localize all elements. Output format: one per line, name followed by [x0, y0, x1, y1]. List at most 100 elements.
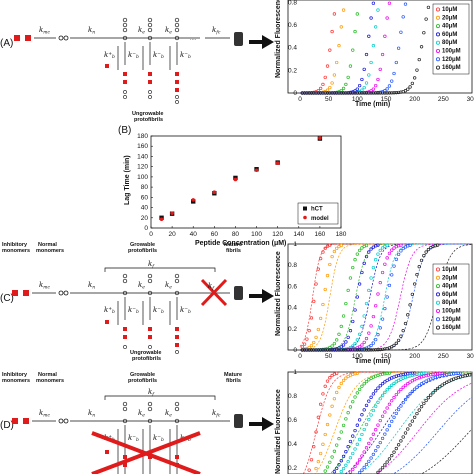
fluor-marker: [307, 329, 311, 333]
model-point: [170, 211, 174, 215]
fluor-marker: [429, 393, 433, 397]
fluor-marker: [332, 73, 337, 77]
fluor-marker: [390, 345, 394, 349]
fluor-marker: [335, 338, 339, 342]
legend-label: 100μM: [442, 309, 461, 315]
fluor-marker: [362, 427, 366, 432]
fluor-marker: [378, 326, 382, 330]
fluor-marker: [396, 46, 401, 50]
fluor-marker: [385, 428, 389, 432]
chart-b-xtick: 80: [232, 231, 240, 238]
fluor-marker: [332, 249, 337, 254]
fluor-marker: [309, 458, 314, 462]
model-point: [318, 136, 322, 140]
fluor-ytick: 0.2: [288, 326, 297, 333]
fluor-marker: [348, 64, 353, 68]
chart-b-ytick: 180: [137, 133, 148, 140]
legend-label: 160μM: [442, 65, 461, 71]
fluor-marker: [321, 302, 325, 307]
plot-a-xlabel: Time (min): [355, 101, 390, 108]
fluor-marker: [314, 466, 318, 471]
fluor-marker: [346, 335, 350, 340]
fluor-marker: [355, 423, 359, 427]
fluor-marker: [323, 432, 327, 437]
fluor-marker: [316, 267, 320, 271]
legend-marker: [435, 317, 440, 322]
fluor-marker: [403, 89, 408, 93]
legend-marker: [435, 24, 440, 29]
svg-text:monomers: monomers: [2, 248, 30, 254]
fluor-marker: [337, 436, 341, 441]
svg-text:kf: kf: [148, 388, 155, 398]
fluor-marker: [346, 411, 350, 415]
fluor-marker: [318, 256, 323, 261]
fluor-marker: [376, 423, 380, 427]
fluor-marker: [419, 405, 424, 409]
scheme-d: Inhibitory monomers Normal monomers Grow…: [2, 372, 274, 474]
fluor-ytick: 0.2: [288, 67, 297, 74]
model-point: [233, 177, 238, 182]
fluor-marker: [399, 243, 403, 247]
fluor-marker: [383, 306, 387, 311]
fluor-xtick: 150: [381, 353, 392, 360]
fluor-marker: [387, 457, 392, 461]
fluor-marker: [369, 413, 373, 417]
fluor-marker: [357, 282, 362, 286]
svg-text:k−b: k−b: [180, 306, 191, 315]
fluor-marker: [325, 273, 330, 278]
fluor-ytick: 0.2: [288, 465, 297, 472]
fluor-marker: [325, 64, 330, 68]
arrow-a: [249, 35, 274, 49]
fluor-marker: [367, 250, 371, 254]
fluor-marker: [376, 8, 380, 12]
fluor-marker: [362, 67, 366, 71]
fluor-marker: [378, 468, 382, 472]
label-growable-d: Growable: [130, 372, 155, 378]
fluor-marker: [330, 404, 334, 408]
fluor-marker: [339, 324, 343, 329]
fluor-marker: [330, 29, 334, 34]
label-normal-c: Normal: [38, 242, 57, 248]
model-point: [212, 190, 217, 195]
fluor-marker: [390, 419, 394, 424]
fluor-marker: [422, 401, 426, 406]
plot-c-ylabel: Normalized Fluorescence: [275, 251, 282, 336]
chart-b-xtick: 180: [336, 231, 347, 238]
fluor-marker: [364, 254, 369, 259]
svg-text:monomers: monomers: [2, 378, 30, 384]
fluor-marker: [360, 454, 364, 458]
fluor-ytick: 0.6: [288, 417, 297, 424]
legend-label: 160μM: [442, 325, 461, 331]
fluor-marker: [392, 395, 396, 400]
fluor-marker: [390, 79, 394, 83]
fluor-marker: [403, 431, 408, 435]
chart-b-xtick: 20: [168, 231, 176, 238]
fluor-marker: [387, 84, 392, 88]
svg-text:kn: kn: [88, 26, 95, 36]
fluor-ytick: 0.4: [288, 45, 297, 52]
legend-marker: [435, 284, 440, 289]
fluor-marker: [335, 246, 339, 251]
svg-text:k−b: k−b: [153, 306, 164, 315]
fluor-marker: [426, 371, 431, 375]
fluor-marker: [348, 276, 353, 280]
fluor-marker: [367, 288, 371, 293]
fluor-marker: [387, 423, 392, 428]
fluor-marker: [364, 379, 369, 384]
fluor-xtick: 100: [352, 96, 363, 103]
fluor-marker: [385, 460, 389, 464]
fluor-marker: [367, 459, 371, 464]
fluor-marker: [374, 428, 378, 432]
fluor-marker: [362, 382, 366, 386]
fluor-marker: [383, 34, 387, 38]
fluor-marker: [374, 337, 378, 342]
fluor-marker: [394, 341, 398, 345]
fluor-marker: [376, 333, 380, 337]
fluor-marker: [367, 331, 371, 335]
fluor-marker: [383, 390, 387, 395]
chart-b-ytick: 160: [137, 143, 148, 150]
svg-text:fibrils: fibrils: [226, 378, 241, 384]
fluor-marker: [302, 342, 307, 346]
fluor-xtick: 300: [467, 96, 474, 103]
fluor-marker: [332, 470, 337, 474]
